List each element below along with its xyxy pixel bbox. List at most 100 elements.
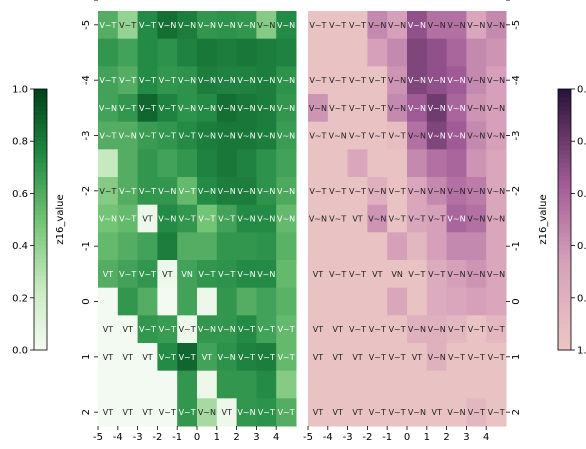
cell-label: V~N — [467, 270, 485, 279]
colorbar-segment — [34, 258, 47, 264]
y-tick-label: 2 — [511, 409, 522, 415]
cell-label: V~T — [139, 325, 156, 334]
heatmap-cell — [256, 177, 277, 206]
colorbar-tick-label: 0. — [577, 241, 586, 252]
heatmap-cell — [308, 149, 329, 178]
heatmap-cell — [308, 177, 329, 206]
x-tick-label: -4 — [323, 432, 333, 443]
cell-label: V~T — [329, 270, 346, 279]
cell-label: V~N — [309, 104, 327, 113]
heatmap-cell — [216, 11, 238, 40]
cell-label: V~N — [257, 270, 275, 279]
heatmap-cell — [327, 398, 349, 427]
heatmap-cell — [137, 38, 158, 67]
cell-label: V~N — [408, 408, 426, 417]
heatmap-cell — [446, 343, 467, 372]
colorbar-segment — [34, 202, 47, 208]
cell-label: VT — [372, 270, 382, 279]
heatmap-cell — [387, 177, 408, 206]
heatmap-cell — [347, 94, 368, 123]
colorbar-segment — [558, 145, 571, 151]
cell-label: V~T — [329, 21, 346, 30]
cell-label: V~N — [447, 132, 465, 141]
colorbar-segment — [558, 280, 571, 286]
colorbar-segment — [34, 328, 47, 334]
cell-label: V~T — [159, 76, 176, 85]
heatmap-cell — [197, 66, 218, 95]
cell-label: V~N — [198, 104, 216, 113]
heatmap-cell — [197, 398, 218, 427]
colorbar-segment — [34, 345, 47, 351]
cell-label: V~N — [368, 215, 386, 224]
colorbar-segment — [34, 167, 47, 173]
cell-label: VT — [333, 325, 343, 334]
cell-label: V~N — [368, 21, 386, 30]
heatmap-cell — [216, 121, 238, 150]
heatmap-cell — [466, 398, 487, 427]
cell-label: V~N — [487, 270, 505, 279]
colorbar-segment — [558, 110, 571, 116]
cell-label: V~T — [309, 21, 326, 30]
colorbar-segment — [34, 141, 47, 147]
heatmap-cell — [426, 343, 448, 372]
heatmap-cell — [426, 38, 448, 67]
colorbar-segment — [34, 289, 47, 295]
cell-label: V~T — [369, 408, 386, 417]
cell-label: V~T — [179, 215, 196, 224]
heatmap-cell — [236, 315, 257, 344]
heatmap-cell — [157, 38, 178, 67]
colorbar-frame — [33, 88, 48, 351]
x-tick-label: -1 — [382, 432, 392, 443]
heatmap-cell — [446, 287, 467, 316]
heatmap-cell — [308, 204, 329, 233]
heatmap-cell — [216, 66, 238, 95]
cell-label: V~N — [277, 104, 295, 113]
heatmap-cell — [197, 149, 218, 178]
colorbar-tick-label: 0. — [577, 189, 586, 200]
cell-label: V~N — [198, 132, 216, 141]
heatmap-cell — [426, 11, 448, 40]
heatmap-cell — [327, 149, 349, 178]
cell-label: VT — [432, 408, 442, 417]
heatmap-cell — [137, 398, 158, 427]
cell-label: V~N — [277, 76, 295, 85]
cell-label: V~T — [139, 104, 156, 113]
heatmap-cell — [407, 38, 428, 67]
heatmap-cell — [256, 38, 277, 67]
cell-label: V~T — [329, 76, 346, 85]
heatmap-cell — [236, 149, 257, 178]
cell-label: V~T — [468, 325, 485, 334]
heatmap-cell — [387, 94, 408, 123]
cell-label: VT — [352, 408, 362, 417]
heatmap-cell — [407, 343, 428, 372]
heatmap-cell — [177, 370, 198, 399]
cell-label: V~N — [158, 21, 176, 30]
cell-label: V~T — [119, 215, 136, 224]
heatmap-cell — [157, 204, 178, 233]
y-tick-label: -2 — [81, 186, 92, 196]
heatmap-cell — [117, 232, 139, 261]
cell-label: V~T — [369, 76, 386, 85]
cell-label: V~T — [278, 353, 295, 362]
heatmap-cell — [117, 11, 139, 40]
heatmap-cell — [387, 232, 408, 261]
heatmap-cell — [426, 287, 448, 316]
cell-label: V~T — [309, 132, 326, 141]
cell-label: V~N — [487, 132, 505, 141]
heatmap-cell — [407, 398, 428, 427]
heatmap-cell — [177, 315, 198, 344]
heatmap-cell — [98, 94, 119, 123]
colorbar-segment — [558, 102, 571, 107]
colorbar-tick-label: 1. — [577, 346, 586, 357]
cell-label: V~N — [408, 104, 426, 113]
heatmap-cell — [117, 149, 139, 178]
cell-label: VT — [333, 408, 343, 417]
x-tick-label: -3 — [343, 432, 353, 443]
heatmap-cell — [197, 94, 218, 123]
heatmap-cell — [387, 260, 408, 289]
cell-label: VT — [352, 215, 362, 224]
heatmap-cell — [157, 66, 178, 95]
heatmap-cell — [117, 38, 139, 67]
colorbar-segment — [558, 210, 571, 216]
heatmap-cell — [197, 38, 218, 67]
